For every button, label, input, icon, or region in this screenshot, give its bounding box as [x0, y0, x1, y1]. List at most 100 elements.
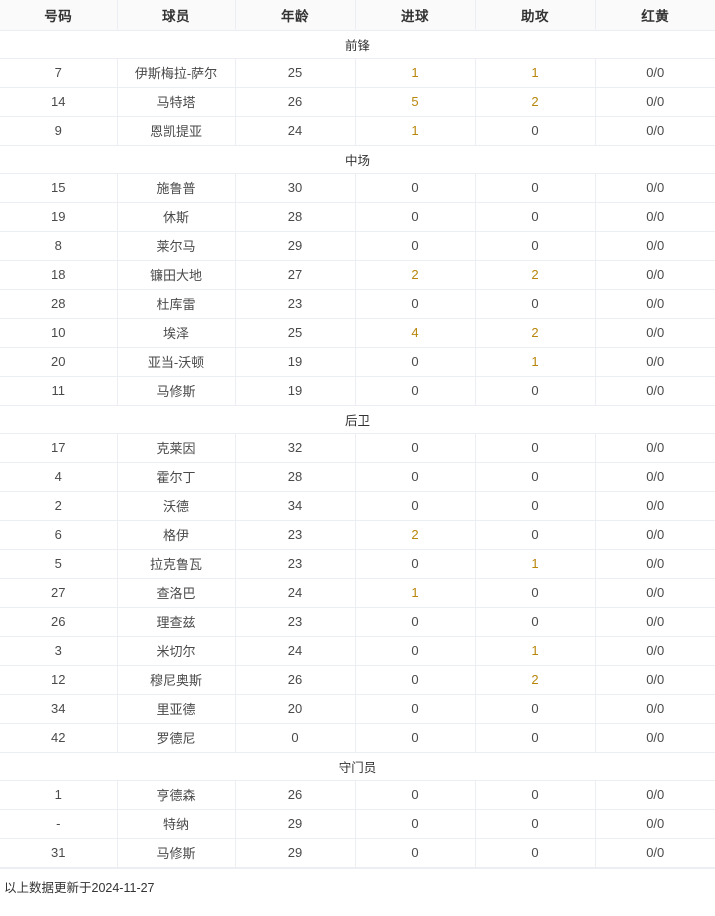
cell-player[interactable]: 罗德尼 — [117, 723, 236, 753]
cell-player[interactable]: 马修斯 — [117, 376, 236, 406]
cell-number: - — [0, 809, 118, 839]
table-row[interactable]: 8 莱尔马 29 0 0 0/0 — [0, 231, 715, 261]
cell-player[interactable]: 穆尼奥斯 — [117, 665, 236, 695]
cell-player[interactable]: 理查兹 — [117, 607, 236, 637]
cell-age: 25 — [235, 318, 356, 348]
cell-cards: 0/0 — [595, 202, 715, 232]
cell-number: 8 — [0, 231, 118, 261]
cell-age: 29 — [235, 231, 356, 261]
cell-player[interactable]: 镰田大地 — [117, 260, 236, 290]
cell-player[interactable]: 里亚德 — [117, 694, 236, 724]
table-row[interactable]: 34 里亚德 20 0 0 0/0 — [0, 694, 715, 724]
cell-number: 17 — [0, 433, 118, 463]
cell-age: 23 — [235, 607, 356, 637]
cell-goals: 0 — [355, 636, 476, 666]
cell-age: 0 — [235, 723, 356, 753]
cell-number: 18 — [0, 260, 118, 290]
cell-goals: 0 — [355, 173, 476, 203]
cell-assists: 0 — [475, 116, 596, 146]
cell-assists: 2 — [475, 87, 596, 117]
cell-player[interactable]: 克莱因 — [117, 433, 236, 463]
cell-goals: 0 — [355, 694, 476, 724]
cell-player[interactable]: 沃德 — [117, 491, 236, 521]
table-row[interactable]: 15 施鲁普 30 0 0 0/0 — [0, 173, 715, 203]
column-header-cards[interactable]: 红黄 — [595, 0, 715, 31]
table-row[interactable]: 12 穆尼奥斯 26 0 2 0/0 — [0, 665, 715, 695]
table-row[interactable]: 42 罗德尼 0 0 0 0/0 — [0, 723, 715, 753]
cell-age: 27 — [235, 260, 356, 290]
table-row[interactable]: 4 霍尔丁 28 0 0 0/0 — [0, 462, 715, 492]
cell-player[interactable]: 施鲁普 — [117, 173, 236, 203]
table-row[interactable]: 19 休斯 28 0 0 0/0 — [0, 202, 715, 232]
cell-goals: 0 — [355, 809, 476, 839]
cell-player[interactable]: 莱尔马 — [117, 231, 236, 261]
cell-player[interactable]: 米切尔 — [117, 636, 236, 666]
cell-number: 20 — [0, 347, 118, 377]
cell-player[interactable]: 马特塔 — [117, 87, 236, 117]
table-row[interactable]: 1 亨德森 26 0 0 0/0 — [0, 780, 715, 810]
cell-player[interactable]: 亚当-沃顿 — [117, 347, 236, 377]
cell-player[interactable]: 特纳 — [117, 809, 236, 839]
cell-cards: 0/0 — [595, 491, 715, 521]
cell-player[interactable]: 休斯 — [117, 202, 236, 232]
cell-player[interactable]: 伊斯梅拉-萨尔 — [117, 58, 236, 88]
table-row[interactable]: 11 马修斯 19 0 0 0/0 — [0, 376, 715, 406]
table-row[interactable]: - 特纳 29 0 0 0/0 — [0, 809, 715, 839]
column-header-player[interactable]: 球员 — [117, 0, 236, 31]
cell-goals: 0 — [355, 202, 476, 232]
cell-player[interactable]: 埃泽 — [117, 318, 236, 348]
cell-age: 29 — [235, 809, 356, 839]
table-row[interactable]: 3 米切尔 24 0 1 0/0 — [0, 636, 715, 666]
cell-age: 19 — [235, 376, 356, 406]
cell-cards: 0/0 — [595, 231, 715, 261]
cell-assists: 0 — [475, 173, 596, 203]
cell-player[interactable]: 杜库雷 — [117, 289, 236, 319]
cell-assists: 0 — [475, 694, 596, 724]
cell-goals: 0 — [355, 376, 476, 406]
table-row[interactable]: 17 克莱因 32 0 0 0/0 — [0, 433, 715, 463]
cell-goals: 0 — [355, 289, 476, 319]
column-header-age[interactable]: 年龄 — [235, 0, 356, 31]
cell-assists: 0 — [475, 838, 596, 868]
cell-number: 19 — [0, 202, 118, 232]
cell-player[interactable]: 拉克鲁瓦 — [117, 549, 236, 579]
table-row[interactable]: 27 查洛巴 24 1 0 0/0 — [0, 578, 715, 608]
cell-player[interactable]: 查洛巴 — [117, 578, 236, 608]
cell-age: 25 — [235, 58, 356, 88]
cell-cards: 0/0 — [595, 636, 715, 666]
cell-number: 31 — [0, 838, 118, 868]
cell-assists: 0 — [475, 780, 596, 810]
cell-player[interactable]: 格伊 — [117, 520, 236, 550]
cell-player[interactable]: 霍尔丁 — [117, 462, 236, 492]
column-header-assists[interactable]: 助攻 — [475, 0, 596, 31]
table-row[interactable]: 18 镰田大地 27 2 2 0/0 — [0, 260, 715, 290]
cell-player[interactable]: 恩凯提亚 — [117, 116, 236, 146]
cell-cards: 0/0 — [595, 520, 715, 550]
table-row[interactable]: 28 杜库雷 23 0 0 0/0 — [0, 289, 715, 319]
table-row[interactable]: 31 马修斯 29 0 0 0/0 — [0, 838, 715, 868]
cell-assists: 0 — [475, 433, 596, 463]
table-row[interactable]: 20 亚当-沃顿 19 0 1 0/0 — [0, 347, 715, 377]
cell-age: 20 — [235, 694, 356, 724]
table-row[interactable]: 5 拉克鲁瓦 23 0 1 0/0 — [0, 549, 715, 579]
cell-number: 14 — [0, 87, 118, 117]
cell-cards: 0/0 — [595, 116, 715, 146]
table-row[interactable]: 6 格伊 23 2 0 0/0 — [0, 520, 715, 550]
table-row[interactable]: 2 沃德 34 0 0 0/0 — [0, 491, 715, 521]
cell-assists: 2 — [475, 665, 596, 695]
cell-number: 10 — [0, 318, 118, 348]
table-row[interactable]: 26 理查兹 23 0 0 0/0 — [0, 607, 715, 637]
cell-player[interactable]: 马修斯 — [117, 838, 236, 868]
cell-goals: 5 — [355, 87, 476, 117]
table-row[interactable]: 10 埃泽 25 4 2 0/0 — [0, 318, 715, 348]
table-row[interactable]: 14 马特塔 26 5 2 0/0 — [0, 87, 715, 117]
cell-goals: 0 — [355, 462, 476, 492]
table-row[interactable]: 9 恩凯提亚 24 1 0 0/0 — [0, 116, 715, 146]
cell-player[interactable]: 亨德森 — [117, 780, 236, 810]
column-header-number[interactable]: 号码 — [0, 0, 118, 31]
cell-goals: 1 — [355, 58, 476, 88]
cell-assists: 0 — [475, 491, 596, 521]
column-header-goals[interactable]: 进球 — [355, 0, 476, 31]
cell-number: 1 — [0, 780, 118, 810]
table-row[interactable]: 7 伊斯梅拉-萨尔 25 1 1 0/0 — [0, 58, 715, 88]
